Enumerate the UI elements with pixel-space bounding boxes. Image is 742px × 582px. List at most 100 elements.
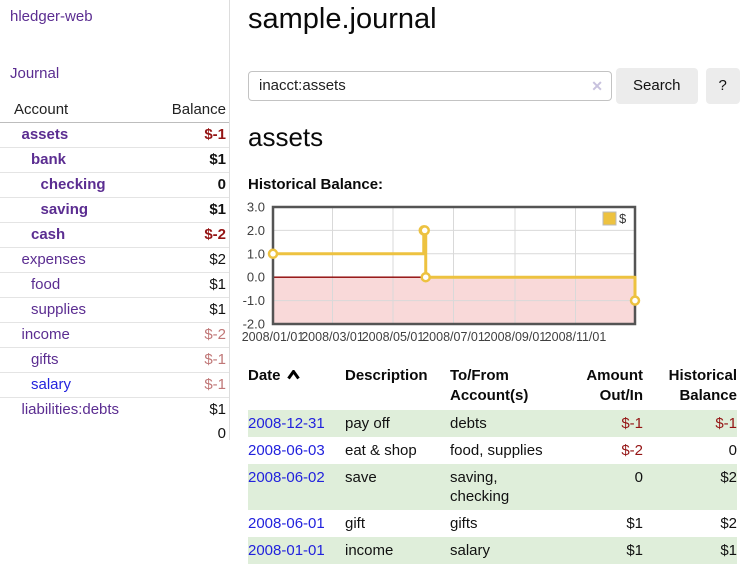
search-input[interactable] <box>248 70 612 101</box>
app-title-link[interactable]: hledger-web <box>10 8 93 25</box>
account-balance-value: $1 <box>154 147 229 173</box>
amount-cell: $-2 <box>621 441 643 459</box>
accounts-table: Account Balance assets $-1 bank $1 checking 0… <box>0 98 229 446</box>
account-row: supplies $1 <box>0 297 229 323</box>
date-cell: 2008-06-03 <box>248 437 345 464</box>
account-balance-value: $-2 <box>154 322 229 348</box>
description-cell: pay off <box>345 409 450 437</box>
account-balance-value: 0 <box>154 172 229 198</box>
account-balance-value: $1 <box>154 397 229 422</box>
sidebar-account-link-checking[interactable]: checking <box>40 176 106 193</box>
balance-column-header-main: Historical Balance <box>668 366 737 404</box>
search-box: ✕ <box>248 70 612 101</box>
accounts-table-body: assets $-1 bank $1 checking 0 saving $1 cash $-2 e… <box>0 123 229 422</box>
transaction-date-link[interactable]: 2008-06-03 <box>248 441 325 459</box>
accounts-cell: saving, checking <box>450 463 562 510</box>
account-row: income $-2 <box>0 322 229 348</box>
sidebar-account-link-gifts[interactable]: gifts <box>31 351 59 368</box>
date-cell: 2008-12-31 <box>248 409 345 437</box>
account-balance-value: $1 <box>154 297 229 323</box>
account-balance-value: $2 <box>154 247 229 273</box>
journal-row: 2008-06-02 save saving, checking 0 $2 <box>248 463 737 510</box>
sidebar-item-journal[interactable]: Journal <box>10 65 60 82</box>
main-content: sample.journal ✕ Search ? assets Histori… <box>242 0 742 564</box>
svg-text:2008/03/01: 2008/03/01 <box>301 330 364 344</box>
accounts-total-row: 0 <box>0 422 229 446</box>
page-title: sample.journal <box>248 3 437 35</box>
account-row: assets $-1 <box>0 123 229 148</box>
accounts-cell: debts <box>450 409 562 437</box>
transaction-date-link[interactable]: 2008-06-02 <box>248 468 325 486</box>
account-row: saving $1 <box>0 197 229 223</box>
account-row: expenses $2 <box>0 247 229 273</box>
transaction-date-link[interactable]: 2008-06-01 <box>248 514 325 532</box>
help-button[interactable]: ? <box>705 67 740 104</box>
account-row: checking 0 <box>0 172 229 198</box>
sidebar-account-link-supplies[interactable]: supplies <box>31 301 87 318</box>
search-form: ✕ Search ? <box>248 67 742 104</box>
balance-cell: $2 <box>643 463 737 510</box>
sidebar-account-link-expenses[interactable]: expenses <box>21 251 86 268</box>
svg-text:-2.0: -2.0 <box>243 316 265 331</box>
svg-text:-1.0: -1.0 <box>243 293 265 308</box>
account-row: liabilities:debts $1 <box>0 397 229 422</box>
sidebar-account-link-food[interactable]: food <box>31 276 61 293</box>
accounts-cell: food, supplies <box>450 441 543 459</box>
historical-balance-chart: $3.0 2.0 1.0 0.0 -1.0 -2.0 2008/01/01 2008/03/0… <box>242 199 742 346</box>
svg-text:0.0: 0.0 <box>247 269 265 284</box>
description-cell: eat & shop <box>345 441 417 459</box>
svg-text:$: $ <box>619 211 627 226</box>
sidebar: hledger-web Journal Account Balance asse… <box>0 0 230 442</box>
balance-column-header: Balance <box>154 98 229 123</box>
svg-text:2008/09/01: 2008/09/01 <box>484 330 547 344</box>
svg-text:2008/07/01: 2008/07/01 <box>422 330 485 344</box>
balance-cell: $-1 <box>643 409 737 437</box>
journal-table: Date Description To/From Account(s) Amou… <box>248 366 737 564</box>
sidebar-account-link-liabilities-debts[interactable]: liabilities:debts <box>21 401 120 418</box>
account-heading: assets <box>248 121 324 152</box>
account-row: salary $-1 <box>0 372 229 398</box>
date-cell: 2008-06-02 <box>248 463 345 510</box>
svg-text:1.0: 1.0 <box>247 246 265 261</box>
search-button[interactable]: Search <box>616 67 698 104</box>
accounts-cell: gifts <box>450 514 478 532</box>
accounts-cell: salary <box>450 536 562 564</box>
accounts-column-header: To/From Account(s) <box>450 366 529 404</box>
sidebar-account-link-cash[interactable]: cash <box>31 226 66 243</box>
accounts-total-value: 0 <box>217 425 226 442</box>
description-cell: save <box>345 463 450 510</box>
transaction-date-link[interactable]: 2008-12-31 <box>248 414 325 432</box>
account-balance-value: $1 <box>154 272 229 298</box>
date-column-header[interactable]: Date <box>248 366 345 410</box>
sidebar-account-link-assets[interactable]: assets <box>21 126 69 143</box>
svg-text:2008/01/01: 2008/01/01 <box>242 330 305 344</box>
sidebar-account-link-bank[interactable]: bank <box>31 151 67 168</box>
account-balance-value: $-1 <box>154 372 229 398</box>
sidebar-account-link-salary[interactable]: salary <box>31 376 72 393</box>
journal-row: 2008-06-03 eat & shop food, supplies $-2 0 <box>248 437 737 464</box>
amount-cell: $-1 <box>562 409 643 437</box>
balance-cell: $1 <box>643 536 737 564</box>
svg-text:2008/11/01: 2008/11/01 <box>545 330 607 344</box>
account-row: cash $-2 <box>0 222 229 248</box>
balance-cell: $2 <box>720 514 737 532</box>
clear-search-icon[interactable]: ✕ <box>591 77 603 94</box>
account-balance-value: $-2 <box>154 222 229 248</box>
description-cell: income <box>345 536 450 564</box>
date-cell: 2008-01-01 <box>248 536 345 564</box>
balance-cell: 0 <box>728 441 737 459</box>
balance-chart-svg: $3.0 2.0 1.0 0.0 -1.0 -2.02008/01/012008/03/0… <box>242 199 641 344</box>
transaction-date-link[interactable]: 2008-01-01 <box>248 541 325 559</box>
account-column-header: Account <box>0 98 155 123</box>
journal-table-body: 2008-12-31 pay off debts $-1 $-1 2008-06-03 ea… <box>248 409 737 564</box>
account-row: food $1 <box>0 272 229 298</box>
journal-header-row: Date Description To/From Account(s) Amou… <box>248 366 737 410</box>
journal-row: 2008-01-01 income salary $1 $1 <box>248 536 737 564</box>
amount-cell: 0 <box>562 463 643 510</box>
accounts-header-row: Account Balance <box>0 98 229 123</box>
sidebar-account-link-income[interactable]: income <box>21 326 70 343</box>
sidebar-account-link-saving[interactable]: saving <box>40 201 89 218</box>
account-balance-value: $-1 <box>204 126 226 143</box>
amount-column-header: Amount Out/In <box>586 366 643 404</box>
svg-text:2008/05/01: 2008/05/01 <box>362 330 425 344</box>
